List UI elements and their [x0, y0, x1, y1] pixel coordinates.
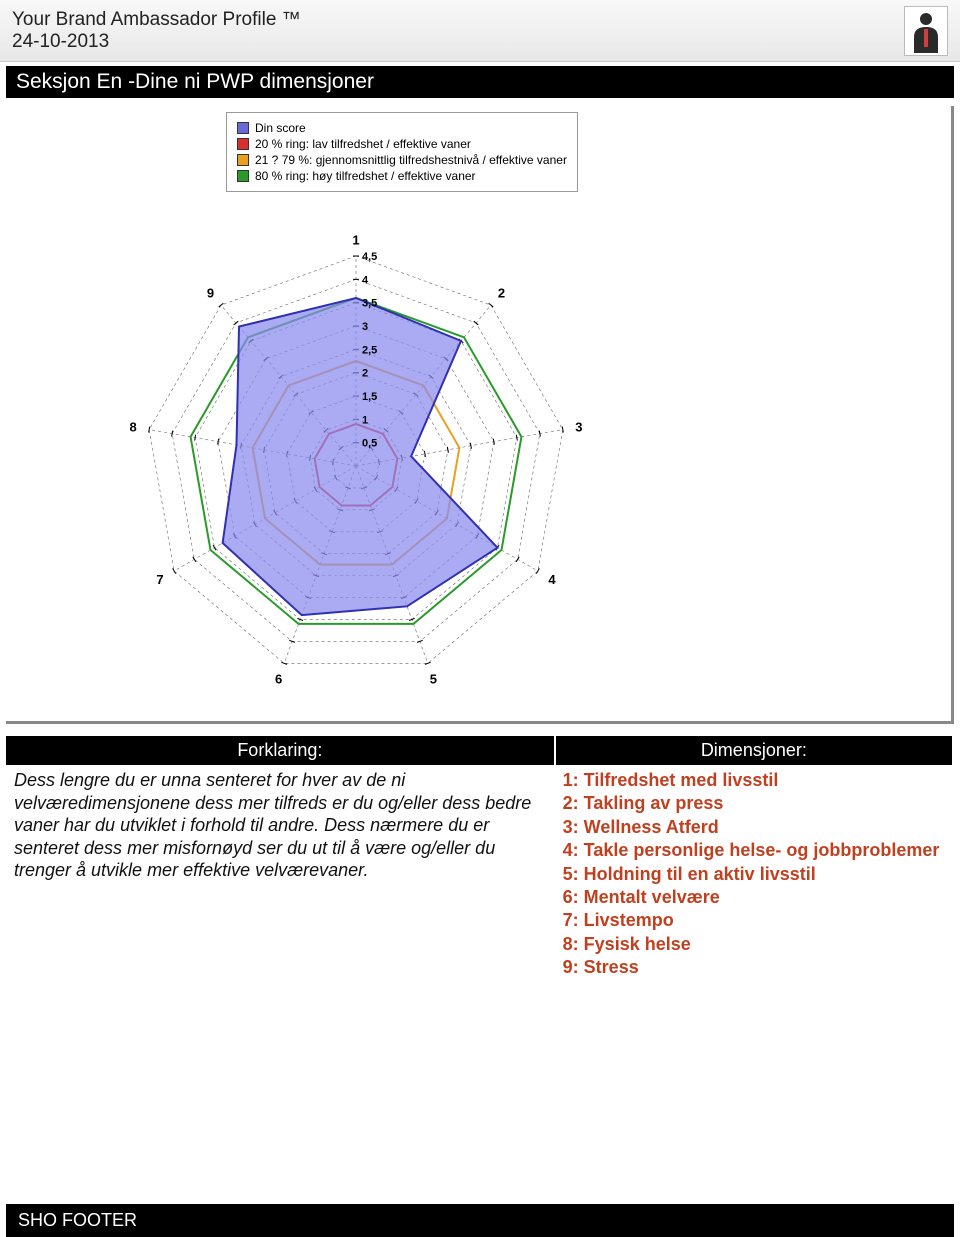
svg-text:7: 7	[156, 572, 163, 587]
svg-text:4: 4	[548, 572, 556, 587]
svg-text:2: 2	[362, 368, 368, 380]
dimension-item: 4: Takle personlige helse- og jobbproble…	[563, 839, 944, 862]
dimension-item: 7: Livstempo	[563, 909, 944, 932]
svg-text:6: 6	[275, 672, 282, 687]
page-footer: SHO FOOTER	[6, 1204, 954, 1237]
header-title-line2: 24-10-2013	[12, 31, 301, 53]
legend-label: Din score	[255, 121, 306, 135]
legend-label: 80 % ring: høy tilfredshet / effektive v…	[255, 169, 476, 183]
explain-header-row: Forklaring: Dimensjoner:	[6, 736, 952, 765]
legend-swatch	[237, 122, 249, 134]
explain-left-head: Forklaring:	[6, 736, 555, 765]
legend-label: 21 ? 79 %: gjennomsnittlig tilfredshestn…	[255, 153, 567, 167]
svg-text:3: 3	[362, 321, 368, 333]
svg-text:1: 1	[352, 233, 359, 248]
legend-swatch	[237, 138, 249, 150]
svg-text:3,5: 3,5	[362, 298, 377, 310]
businessman-icon	[904, 6, 948, 56]
chart-legend: Din score 20 % ring: lav tilfredshet / ef…	[226, 112, 578, 192]
svg-text:2: 2	[498, 286, 505, 301]
dimension-item: 3: Wellness Atferd	[563, 816, 944, 839]
svg-text:0,5: 0,5	[362, 438, 377, 450]
radar-chart: 0,511,522,533,544,5123456789	[6, 196, 706, 716]
svg-text:8: 8	[129, 420, 136, 435]
chart-frame: Din score 20 % ring: lav tilfredshet / ef…	[6, 106, 954, 724]
explain-body: Dess lengre du er unna senteret for hver…	[6, 765, 555, 984]
legend-swatch	[237, 154, 249, 166]
svg-text:5: 5	[430, 672, 437, 687]
section-title: Seksjon En -Dine ni PWP dimensjoner	[6, 66, 954, 98]
dimension-item: 1: Tilfredshet med livsstil	[563, 769, 944, 792]
dimensions-list: 1: Tilfredshet med livsstil2: Takling av…	[555, 765, 952, 984]
svg-text:9: 9	[207, 286, 214, 301]
dimension-item: 8: Fysisk helse	[563, 933, 944, 956]
svg-text:1: 1	[362, 414, 368, 426]
legend-label: 20 % ring: lav tilfredshet / effektive v…	[255, 137, 471, 151]
legend-swatch	[237, 170, 249, 182]
explanation-table: Forklaring: Dimensjoner: Dess lengre du …	[6, 736, 952, 984]
dimension-item: 2: Takling av press	[563, 792, 944, 815]
page-header: Your Brand Ambassador Profile ™ 24-10-20…	[0, 0, 960, 62]
svg-text:4: 4	[362, 274, 369, 286]
svg-text:2,5: 2,5	[362, 344, 377, 356]
dimension-item: 9: Stress	[563, 956, 944, 979]
legend-item: 20 % ring: lav tilfredshet / effektive v…	[237, 137, 567, 151]
legend-item: Din score	[237, 121, 567, 135]
legend-item: 80 % ring: høy tilfredshet / effektive v…	[237, 169, 567, 183]
svg-text:4,5: 4,5	[362, 251, 377, 263]
header-titles: Your Brand Ambassador Profile ™ 24-10-20…	[12, 9, 301, 53]
header-title-line1: Your Brand Ambassador Profile ™	[12, 9, 301, 31]
svg-text:1,5: 1,5	[362, 391, 377, 403]
svg-text:3: 3	[575, 420, 582, 435]
dimension-item: 6: Mentalt velvære	[563, 886, 944, 909]
explain-right-head: Dimensjoner:	[555, 736, 952, 765]
chart-container: Din score 20 % ring: lav tilfredshet / ef…	[6, 106, 954, 724]
legend-item: 21 ? 79 %: gjennomsnittlig tilfredshestn…	[237, 153, 567, 167]
dimension-item: 5: Holdning til en aktiv livsstil	[563, 863, 944, 886]
